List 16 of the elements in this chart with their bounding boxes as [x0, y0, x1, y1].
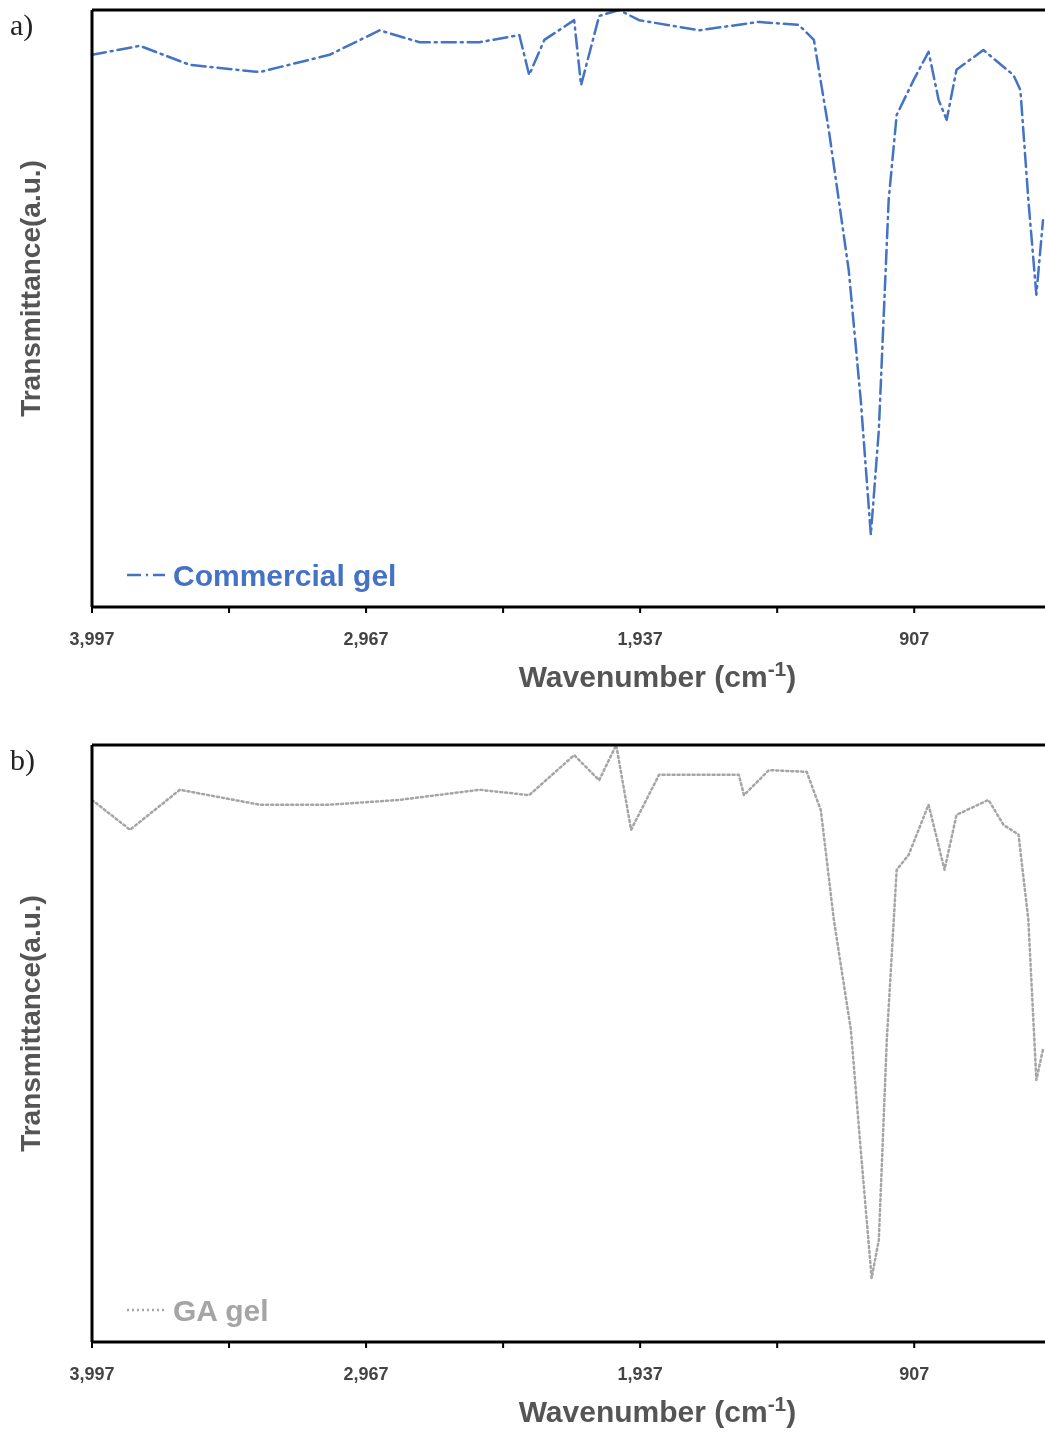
x-tick-label: 907 [899, 1364, 930, 1384]
x-tick-label: 2,967 [343, 629, 389, 649]
x-tick-label: 2,967 [343, 1364, 389, 1384]
chart-title: a) [10, 8, 34, 42]
x-tick-label: 1,937 [617, 629, 663, 649]
legend-label: GA gel [173, 1294, 269, 1327]
x-tick-label: 3,997 [69, 1364, 115, 1384]
y-axis-title: Transmittance(a.u.) [15, 895, 46, 1152]
x-tick-label: 1,937 [617, 1364, 663, 1384]
legend-label: Commercial gel [173, 559, 397, 592]
x-tick-label: 907 [899, 629, 930, 649]
chart-title: b) [10, 743, 35, 777]
x-tick-label: 3,997 [69, 629, 115, 649]
y-axis-title: Transmittance(a.u.) [15, 160, 46, 417]
x-axis-title: Wavenumber (cm$^{-1}$) [518, 656, 797, 693]
x-axis-title: Wavenumber (cm$^{-1}$) [518, 1391, 797, 1428]
